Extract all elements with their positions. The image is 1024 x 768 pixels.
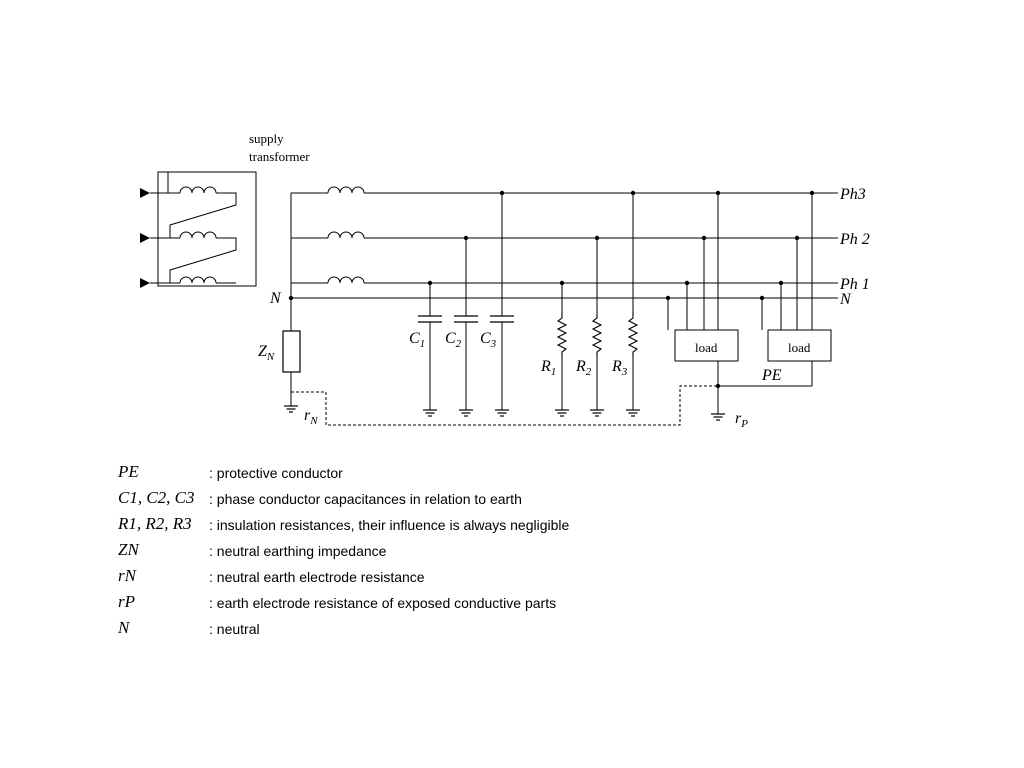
neutral-earthing-impedance: ZN rN [258,295,318,427]
secondary-windings [290,186,365,300]
label-ph3: Ph3 [839,186,866,203]
legend-desc-zn: : neutral earthing impedance [209,543,387,559]
legend-symbol-zn: ZN [118,540,139,559]
label-n-left: N [269,290,282,307]
supply-transformer: supply transformer [140,131,310,288]
earthing-system-diagram: supply transformer [140,131,870,430]
primary-terminal-arrow-3 [140,278,150,288]
label-ph2: Ph 2 [839,231,870,248]
capacitor-c2: C2 [445,235,479,417]
label-rn: rN [304,407,318,427]
label-zn: ZN [258,343,275,363]
protective-conductor: PE rP [710,361,813,430]
label-ph1: Ph 1 [839,276,870,293]
load-2: load [759,190,832,362]
label-pe: PE [761,367,782,384]
legend-desc-n: : neutral [209,621,260,637]
label-rp: rP [735,410,748,430]
primary-terminal-arrow-2 [140,233,150,243]
transformer-label-line2: transformer [249,149,310,164]
legend-symbol-n: N [118,618,130,637]
resistor-r2: R2 [575,235,605,417]
transformer-label-line1: supply [249,131,284,146]
label-c2: C2 [445,330,462,350]
capacitor-c1: C1 [409,280,443,417]
label-c3: C3 [480,330,497,350]
label-n-right: N [839,291,852,308]
primary-terminal-arrow-1 [140,188,150,198]
legend-symbol-capacitances: C1, C2, C3 [118,488,195,507]
legend-symbol-resistances: R1, R2, R3 [118,514,192,533]
legend-desc-rp: : earth electrode resistance of exposed … [209,595,557,611]
legend-symbol-rp: rP [118,592,135,611]
legend-symbol-pe: PE [118,462,139,481]
label-c1: C1 [409,330,425,350]
label-r3: R3 [611,358,628,378]
label-r1: R1 [540,358,556,378]
load-2-label: load [788,340,811,355]
load-1: load [665,190,739,362]
resistor-r1: R1 [540,280,570,417]
label-r2: R2 [575,358,592,378]
earth-dashed-connection [291,385,718,426]
legend-desc-resistances: : insulation resistances, their influenc… [209,517,570,533]
load-1-label: load [695,340,718,355]
resistor-r3: R3 [611,190,641,417]
capacitor-c3: C3 [480,190,515,417]
legend-desc-capacitances: : phase conductor capacitances in relati… [209,491,522,507]
legend-desc-pe: : protective conductor [209,465,343,481]
legend-symbol-rn: rN [118,566,136,585]
legend-desc-rn: : neutral earth electrode resistance [209,569,425,585]
